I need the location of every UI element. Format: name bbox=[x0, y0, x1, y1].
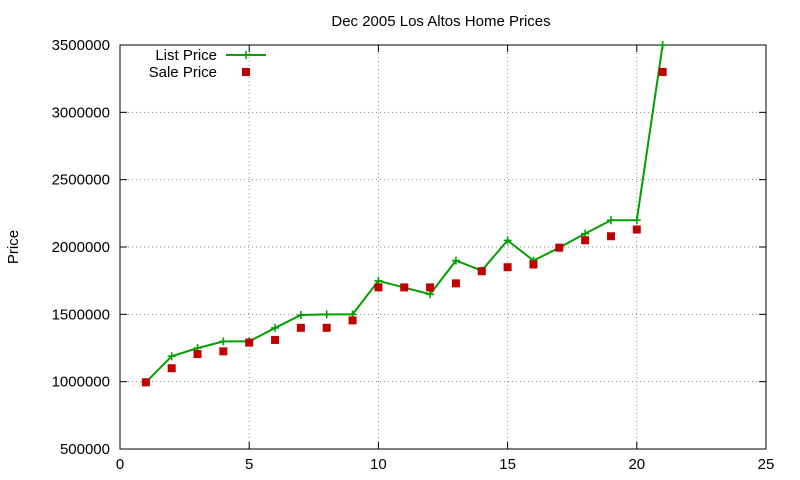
y-tick-label: 1000000 bbox=[52, 374, 110, 391]
x-tick-label: 15 bbox=[499, 456, 516, 473]
list-price-point bbox=[219, 337, 228, 346]
sale-price-point bbox=[606, 232, 615, 241]
legend-list-price-label: List Price bbox=[155, 47, 217, 64]
y-tick-label: 500000 bbox=[60, 441, 110, 458]
grid-lines bbox=[120, 45, 766, 449]
list-price-point bbox=[296, 311, 305, 320]
y-tick-label: 2000000 bbox=[52, 239, 110, 256]
sale-price-point bbox=[632, 225, 641, 234]
sale-price-point bbox=[426, 283, 435, 292]
list-price-point bbox=[606, 216, 615, 225]
sale-price-point bbox=[322, 323, 331, 332]
sale-price-point bbox=[296, 323, 305, 332]
sale-price-point bbox=[529, 260, 538, 269]
x-tick-label: 0 bbox=[116, 456, 124, 473]
y-tick-label: 2500000 bbox=[52, 172, 110, 189]
data-series bbox=[141, 41, 667, 387]
chart-title: Dec 2005 Los Altos Home Prices bbox=[331, 13, 550, 30]
sale-price-point bbox=[503, 263, 512, 272]
legend-sale-price-marker bbox=[242, 68, 250, 76]
sale-price-point bbox=[193, 350, 202, 359]
x-tick-label: 10 bbox=[370, 456, 387, 473]
list-price-line bbox=[145, 44, 664, 384]
sale-price-point bbox=[581, 236, 590, 245]
y-axis-label: Price bbox=[5, 230, 22, 264]
list-price-point bbox=[271, 323, 280, 332]
y-tick-label: 3500000 bbox=[52, 37, 110, 54]
list-price-point bbox=[451, 256, 460, 265]
x-tick-label: 25 bbox=[758, 456, 775, 473]
list-price-point bbox=[167, 352, 176, 361]
sale-price-point bbox=[555, 243, 564, 252]
legend-sale-price-label: Sale Price bbox=[149, 64, 217, 81]
sale-price-point bbox=[271, 335, 280, 344]
list-price-point bbox=[658, 41, 667, 49]
x-tick-label: 20 bbox=[628, 456, 645, 473]
sale-price-point bbox=[219, 347, 228, 356]
list-price-point bbox=[426, 290, 435, 299]
list-price-point bbox=[632, 216, 641, 225]
sale-price-point bbox=[245, 338, 254, 347]
sale-price-point bbox=[141, 378, 150, 387]
sale-price-point bbox=[374, 283, 383, 292]
y-tick-label: 1500000 bbox=[52, 306, 110, 323]
sale-price-point bbox=[658, 67, 667, 76]
y-tick-label: 3000000 bbox=[52, 104, 110, 121]
sale-price-point bbox=[348, 316, 357, 325]
sale-price-point bbox=[451, 279, 460, 288]
sale-price-point bbox=[167, 364, 176, 373]
sale-price-point bbox=[400, 283, 409, 292]
list-price-point bbox=[503, 236, 512, 245]
legend-list-price-marker bbox=[242, 51, 250, 59]
list-price-point bbox=[322, 310, 331, 319]
x-tick-label: 5 bbox=[245, 456, 253, 473]
sale-price-point bbox=[477, 267, 486, 276]
tick-marks: 0 5 10 15 20 25 500000 1000000 1500000 2000000 250… bbox=[52, 37, 775, 473]
